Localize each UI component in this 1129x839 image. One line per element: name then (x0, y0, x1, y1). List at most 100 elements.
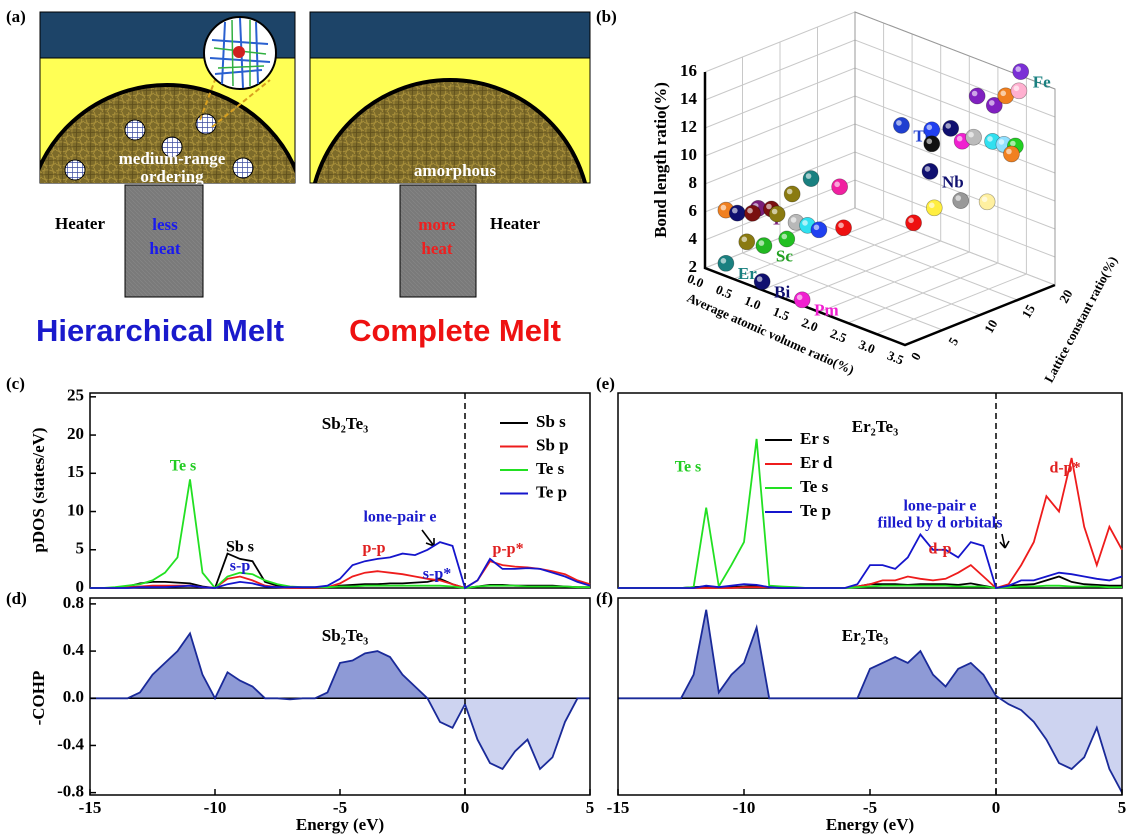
chart-title: Er₂Te₃ (852, 417, 898, 436)
panel-label: (e) (596, 374, 615, 393)
point (803, 171, 819, 187)
point (943, 120, 959, 136)
heat-label: heat (149, 239, 181, 258)
highlight (908, 218, 914, 224)
point (811, 222, 827, 238)
point (756, 238, 772, 254)
point-label: Bi (774, 283, 790, 302)
annotation: Te s (170, 458, 197, 475)
legend-label: Sb s (536, 412, 566, 431)
highlight (732, 208, 738, 214)
annotation: Sb s (226, 539, 254, 556)
x-tick-label: 1.5 (771, 304, 792, 324)
highlight (1000, 91, 1006, 97)
legend-label: Er s (800, 429, 830, 448)
x-tick-label: 5 (586, 798, 595, 817)
y-tick-label: 0.0 (63, 687, 84, 706)
chart-title: Er₂Te₃ (842, 626, 888, 645)
legend-label: Er d (800, 453, 833, 472)
grid-line (855, 12, 1055, 285)
x-tick-label: -15 (79, 798, 102, 817)
chart-title: Sb₂Te₃ (322, 626, 368, 645)
z-tick-label: 4 (689, 229, 698, 248)
point (893, 117, 909, 133)
grid-line (734, 23, 884, 279)
highlight (972, 91, 978, 97)
caption: Hierarchical Melt (36, 313, 284, 348)
heat-label: less (152, 215, 178, 234)
legend-label: Sb p (536, 435, 569, 454)
heat-label: more (418, 215, 456, 234)
point-label: Sc (776, 247, 793, 266)
annotation: s-p* (423, 566, 451, 583)
electrode (310, 12, 590, 58)
highlight (896, 120, 902, 126)
highlight (797, 295, 803, 301)
x-tick-label: 0.5 (714, 282, 735, 302)
highlight (766, 204, 772, 210)
point (832, 179, 848, 195)
y-tick-label: 10 (981, 317, 1000, 336)
z-tick-label: 12 (680, 117, 697, 136)
highlight (926, 125, 932, 131)
page: medium-range ordering Heater less heat a… (0, 0, 1129, 839)
highlight (945, 123, 951, 129)
highlight (787, 189, 793, 195)
x-tick-label: -10 (204, 798, 227, 817)
x-tick-label: -10 (733, 798, 756, 817)
axis-frame (855, 12, 1055, 285)
highlight (772, 209, 778, 215)
z-axis-label: Bond length ratio(%) (651, 82, 670, 238)
line (618, 458, 1122, 588)
point-label: Nb (942, 172, 964, 191)
highlight (1006, 149, 1012, 155)
point (966, 129, 982, 145)
point (794, 292, 810, 308)
annotation: p-p* (492, 541, 523, 558)
point (745, 205, 761, 221)
annotation: Te s (675, 459, 702, 476)
z-tick-label: 14 (680, 89, 698, 108)
highlight (955, 195, 961, 201)
highlight (968, 132, 974, 138)
highlight (838, 223, 844, 229)
point (784, 186, 800, 202)
y-axis-label: Lattice constant ratio(%) (1041, 254, 1120, 385)
y-tick-label: 20 (1056, 287, 1075, 306)
arrow (422, 530, 434, 546)
point-label: Fe (1033, 73, 1051, 92)
highlight (999, 139, 1005, 145)
point (1013, 64, 1029, 80)
y-tick-label: 5 (76, 539, 85, 558)
highlight (781, 234, 787, 240)
y-tick-label: 0.4 (63, 640, 85, 659)
highlight (926, 139, 932, 145)
highlight (925, 166, 931, 172)
panel-label: (f) (596, 589, 613, 608)
point (922, 163, 938, 179)
point (926, 200, 942, 216)
highlight (757, 276, 763, 282)
point (969, 88, 985, 104)
point (739, 234, 755, 250)
melt-diagram-left: medium-range ordering Heater less heat (27, 12, 307, 365)
point (906, 215, 922, 231)
x-tick-label: -15 (607, 798, 630, 817)
line (90, 561, 590, 588)
y-tick-label: 0.8 (63, 593, 84, 612)
line (90, 479, 590, 588)
region-label: ordering (140, 167, 204, 186)
zoom-inset (204, 17, 276, 89)
annotation: d-p (928, 541, 951, 558)
y-tick-label: 25 (67, 386, 84, 405)
point (769, 206, 785, 222)
z-tick-label: 10 (680, 145, 697, 164)
x-tick-label: 2.5 (828, 326, 849, 346)
panel-label: (d) (6, 589, 27, 608)
heat-label: heat (421, 239, 453, 258)
z-tick-label: 8 (689, 173, 698, 192)
legend-label: Te s (800, 477, 829, 496)
highlight (1010, 141, 1016, 147)
y-axis-label: -COHP (29, 671, 48, 726)
heater-label: Heater (490, 214, 540, 233)
